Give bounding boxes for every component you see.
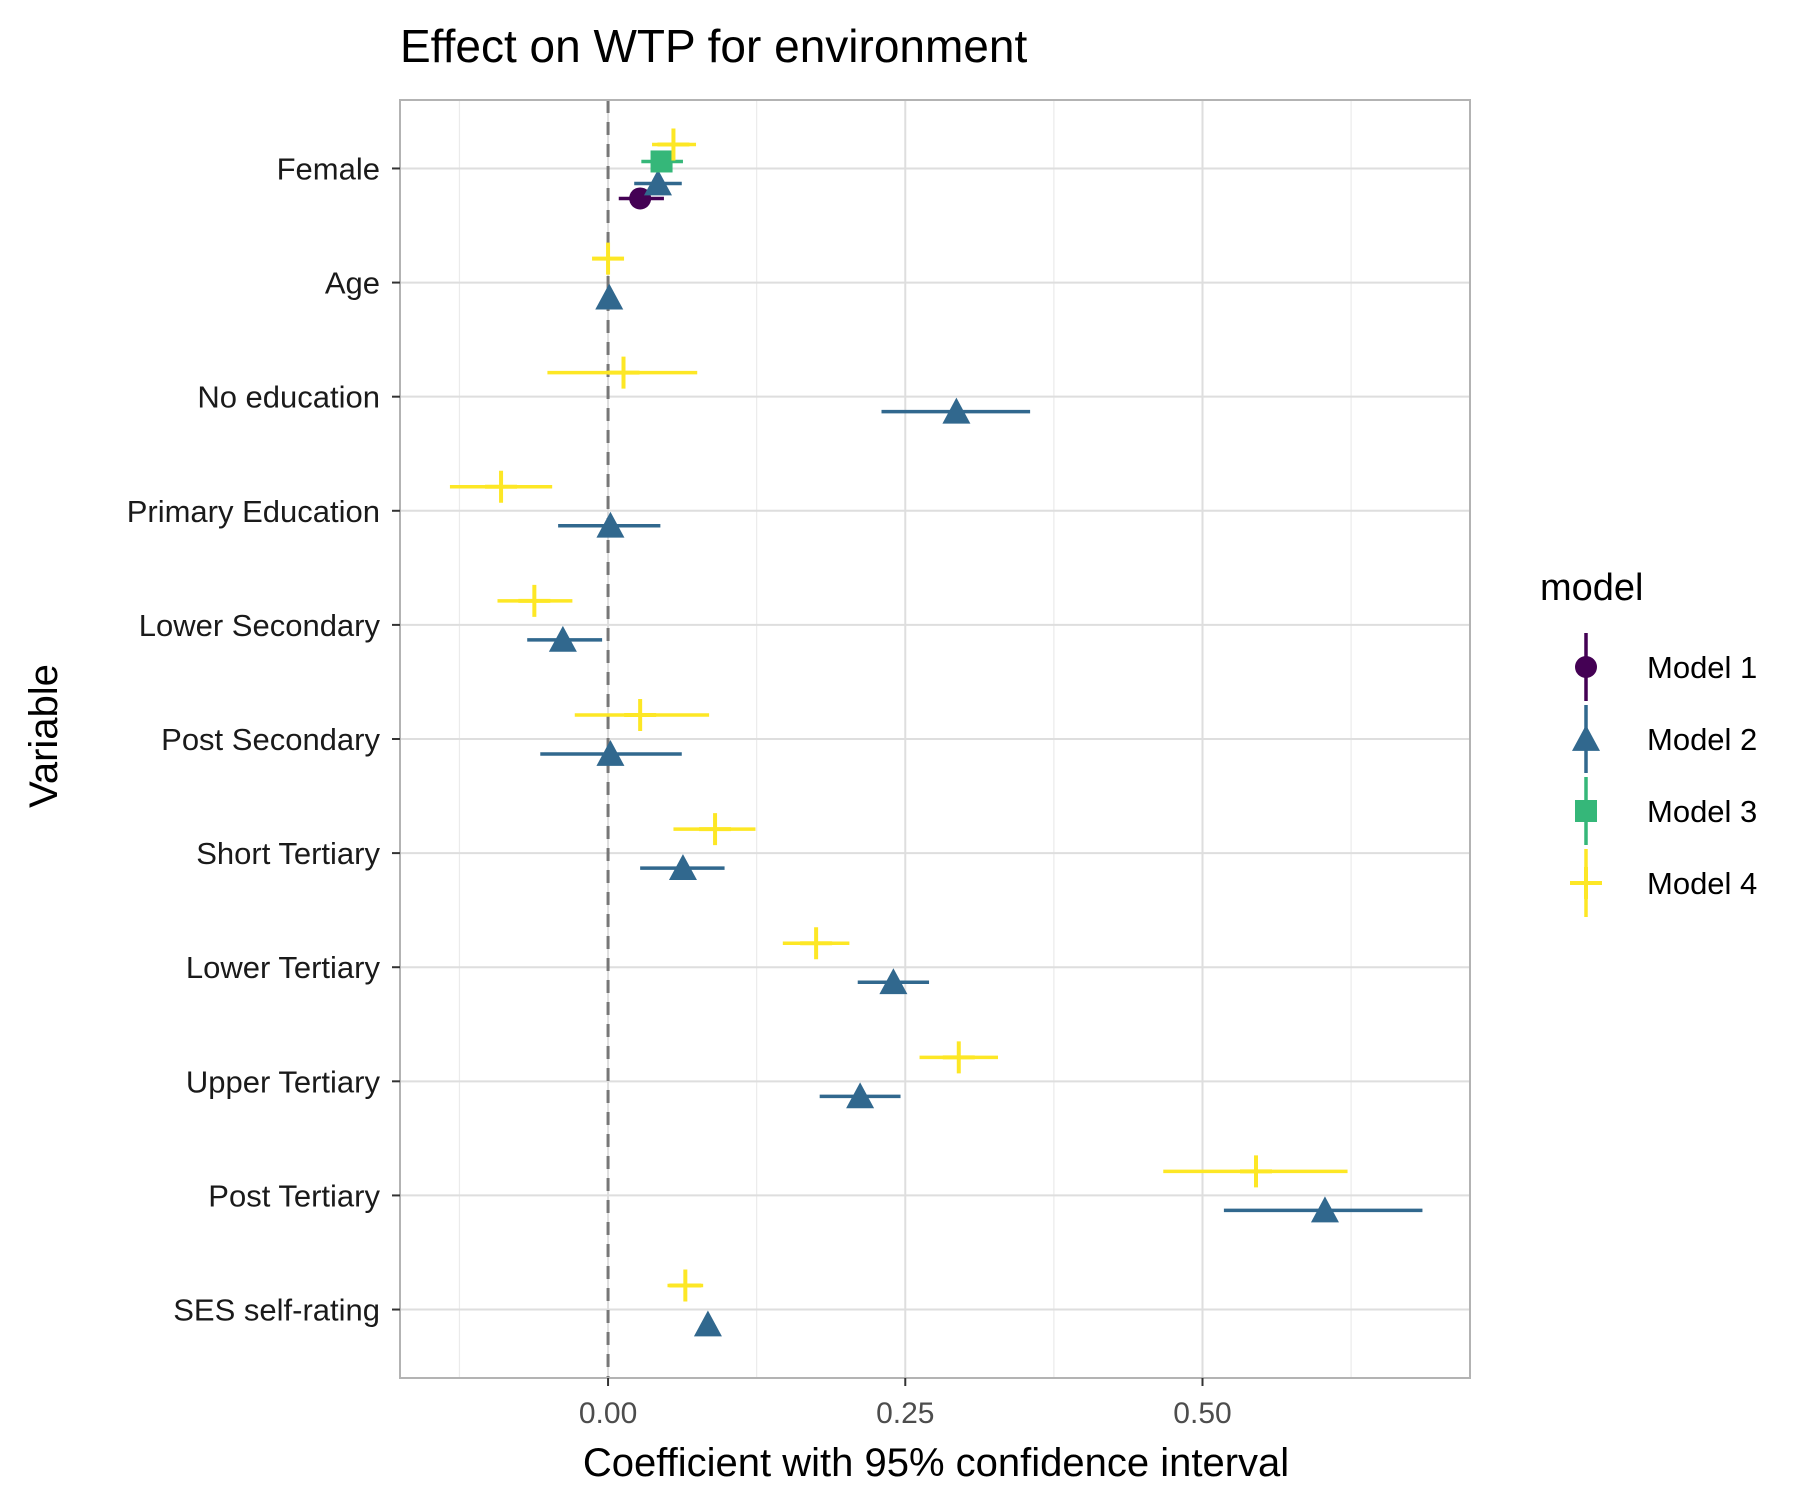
point-estimate: [1240, 1155, 1272, 1188]
legend-label: Model 1: [1647, 650, 1757, 685]
series-model-4: [449, 128, 1348, 1302]
point-estimate: [485, 470, 518, 503]
legend-key: [1575, 633, 1597, 701]
legend-key: [1570, 849, 1602, 917]
series-model-2: [527, 169, 1423, 1337]
point-estimate: [607, 356, 640, 389]
y-tick-label: Lower Secondary: [139, 608, 381, 643]
x-tick-label: 0.00: [579, 1397, 637, 1430]
point-estimate: [624, 699, 657, 731]
y-axis-ticks: Female Age No education Primary Education Lo…: [127, 151, 400, 1328]
y-tick-label: Lower Tertiary: [186, 950, 381, 985]
point-estimate: [699, 813, 732, 846]
coefficient-marks: [449, 128, 1423, 1337]
y-tick-label: SES self-rating: [173, 1293, 380, 1328]
legend-key: [1572, 705, 1600, 773]
major-gridlines: [400, 100, 1470, 1378]
y-tick-label: No education: [197, 380, 380, 415]
point-estimate: [657, 128, 690, 161]
legend-title: model: [1540, 567, 1644, 609]
point-estimate: [942, 1041, 975, 1074]
point-estimate: [595, 283, 624, 310]
x-axis-ticks: 0.00 0.25 0.50: [579, 1378, 1232, 1430]
point-estimate: [668, 854, 697, 881]
point-estimate: [800, 927, 833, 960]
x-axis-label: Coefficient with 95% confidence interval: [583, 1441, 1289, 1485]
point-estimate: [596, 511, 625, 538]
point-estimate: [846, 1082, 875, 1109]
legend-key: [1575, 777, 1597, 845]
y-tick-label: Female: [277, 151, 380, 186]
legend-key-symbol: [1572, 725, 1600, 751]
y-tick-label: Short Tertiary: [196, 836, 380, 871]
legend-key-symbol: [1575, 800, 1597, 822]
y-tick-label: Post Secondary: [161, 722, 380, 757]
legend-label: Model 3: [1647, 794, 1757, 829]
point-estimate: [592, 242, 625, 275]
y-axis-label: Variable: [22, 664, 66, 808]
point-estimate: [643, 169, 672, 196]
y-tick-label: Primary Education: [127, 494, 380, 529]
x-tick-label: 0.25: [876, 1397, 934, 1430]
point-estimate: [879, 968, 908, 995]
legend-label: Model 2: [1647, 722, 1757, 757]
legend-key-symbol: [1575, 656, 1597, 678]
point-estimate: [1310, 1196, 1339, 1223]
legend-label: Model 4: [1647, 866, 1757, 901]
x-tick-label: 0.50: [1173, 1397, 1231, 1430]
point-estimate: [942, 397, 971, 424]
point-estimate: [669, 1269, 702, 1302]
y-tick-label: Upper Tertiary: [186, 1064, 381, 1099]
chart-title: Effect on WTP for environment: [400, 20, 1027, 72]
point-estimate: [693, 1310, 722, 1337]
series-model-3: [641, 150, 683, 173]
legend: model Model 1 Model 2 Model 3 Model 4: [1540, 567, 1757, 917]
point-estimate: [596, 740, 625, 766]
legend-key-symbol: [1570, 867, 1602, 899]
y-tick-label: Post Tertiary: [208, 1178, 380, 1213]
point-estimate: [518, 584, 551, 617]
y-tick-label: Age: [325, 266, 380, 301]
point-estimate: [548, 625, 577, 652]
point-estimate: [650, 150, 673, 173]
